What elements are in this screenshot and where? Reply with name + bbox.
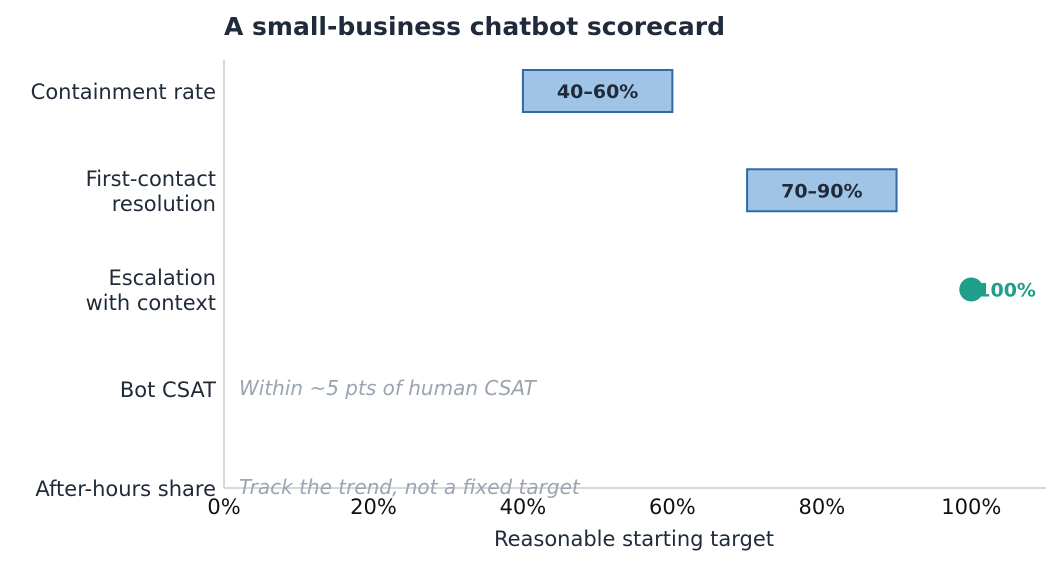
x-tick-label: 20% — [350, 495, 397, 519]
range-label: 70–90% — [781, 180, 862, 202]
x-tick-label: 80% — [798, 495, 845, 519]
note-text: Track the trend, not a fixed target — [239, 475, 581, 499]
category-label: with context — [86, 291, 216, 315]
marks: 40–60% 70–90% 100% Within ~5 pts of human C… — [239, 69, 1036, 499]
category-label: resolution — [112, 192, 216, 216]
category-label: Bot CSAT — [120, 378, 216, 402]
axes: 0% 20% 40% 60% 80% 100% — [207, 60, 1046, 519]
x-axis-title: Reasonable starting target — [494, 527, 774, 551]
point-label: 100% — [977, 280, 1036, 302]
x-tick-label: 0% — [207, 495, 240, 519]
note-text: Within ~5 pts of human CSAT — [239, 376, 538, 400]
x-tick-label: 100% — [941, 495, 1001, 519]
category-label: Containment rate — [31, 80, 216, 104]
range-bar — [746, 168, 898, 213]
x-tick-label: 60% — [649, 495, 696, 519]
category-label: After-hours share — [35, 477, 216, 501]
category-label: First-contact — [86, 167, 216, 191]
x-tick-label: 40% — [500, 495, 547, 519]
range-bar — [521, 69, 674, 113]
chart-title: A small-business chatbot scorecard — [224, 12, 725, 41]
point-marker — [959, 277, 984, 302]
range-label: 40–60% — [557, 81, 638, 103]
category-label: Escalation — [108, 266, 216, 290]
